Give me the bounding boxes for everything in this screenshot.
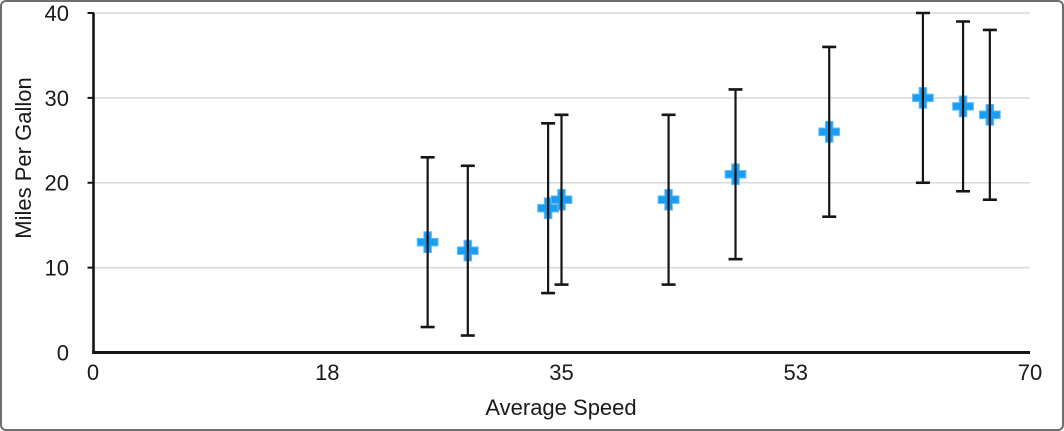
x-tick-label: 70 — [1018, 360, 1042, 385]
y-tick-label: 40 — [45, 2, 69, 26]
y-tick-label: 0 — [57, 340, 69, 365]
y-tick-label: 10 — [45, 256, 69, 281]
y-tick-label: 30 — [45, 86, 69, 111]
y-tick-label: 20 — [45, 171, 69, 196]
tick-labels-group: 0 10 20 30 40 0 18 35 53 70 — [45, 2, 1043, 385]
axes-group — [87, 12, 1030, 354]
data-markers-group — [416, 86, 1001, 262]
y-axis-title: Miles Per Gallon — [11, 77, 36, 238]
x-axis-title: Average Speed — [485, 395, 636, 420]
x-tick-label: 18 — [315, 360, 339, 385]
x-tick-label: 53 — [784, 360, 808, 385]
x-tick-label: 0 — [87, 360, 99, 385]
error-bars-group — [420, 11, 997, 337]
x-tick-label: 35 — [549, 360, 573, 385]
